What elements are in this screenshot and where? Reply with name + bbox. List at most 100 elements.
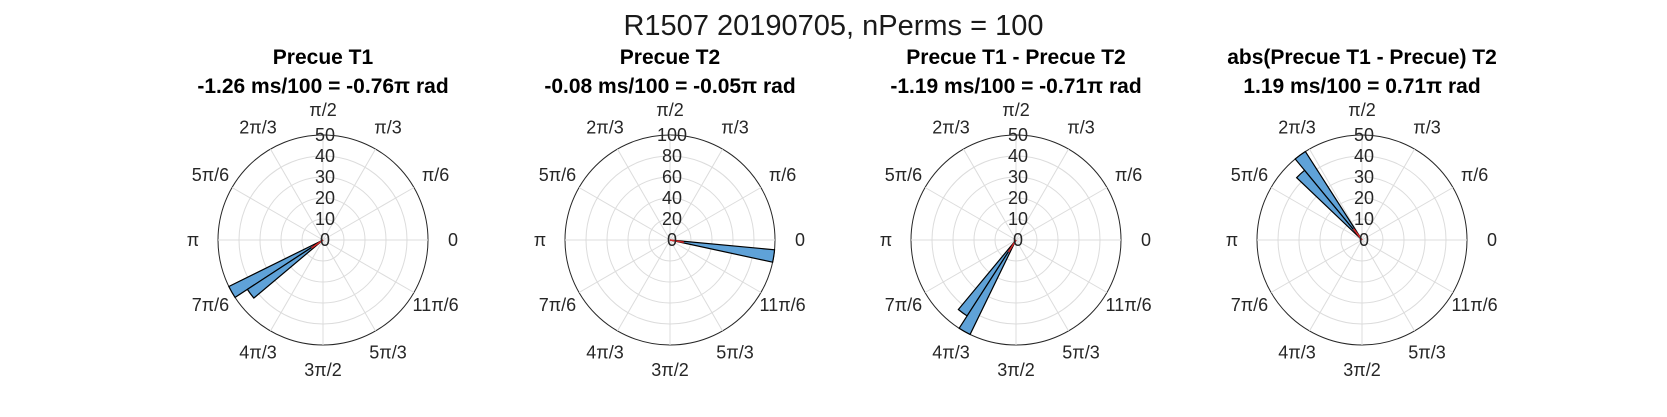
angle-tick-label: 2π/3 <box>239 117 276 137</box>
angle-tick-label: 5π/6 <box>539 165 576 185</box>
angle-tick-label: π/6 <box>1115 165 1142 185</box>
angular-grid-line <box>924 239 1017 293</box>
panel-subtitle: -1.19 ms/100 = -0.71π rad <box>890 75 1141 98</box>
angle-tick-label: 11π/6 <box>1452 295 1498 315</box>
angle-tick-label: 4π/3 <box>239 343 276 363</box>
angular-grid-line <box>1309 239 1363 332</box>
angular-grid-line <box>1015 239 1108 293</box>
angle-tick-label: 7π/6 <box>192 295 229 315</box>
angle-tick-label: 5π/3 <box>1408 343 1445 363</box>
angle-tick-label: 5π/3 <box>716 343 753 363</box>
angular-grid-line <box>617 148 671 241</box>
radial-tick-label: 50 <box>1354 125 1374 145</box>
radial-tick-label: 20 <box>1008 188 1028 208</box>
histogram-bar <box>1294 150 1363 241</box>
angle-tick-label: 5π/3 <box>369 343 406 363</box>
radial-tick-label: 50 <box>1008 125 1028 145</box>
angle-tick-label: π/3 <box>374 117 401 137</box>
angle-tick-label: π/2 <box>1348 100 1375 120</box>
radial-tick-label: 0 <box>1013 230 1023 250</box>
polar-panel-3: Precue T1 - Precue T2 -1.19 ms/100 = -0.7… <box>880 46 1152 380</box>
angle-tick-label: 7π/6 <box>1231 295 1268 315</box>
angle-tick-label: π <box>880 230 892 250</box>
angular-grid-line <box>578 239 671 293</box>
radial-tick-label: 40 <box>1008 146 1028 166</box>
angular-grid-line <box>1015 187 1108 241</box>
angular-grid-line <box>1309 148 1363 241</box>
radial-tick-label: 40 <box>1354 146 1374 166</box>
mean-direction-line <box>1007 239 1017 253</box>
angle-tick-label: 5π/3 <box>1062 343 1099 363</box>
histogram-bar <box>246 239 324 299</box>
angular-grid-line <box>270 148 324 241</box>
angular-grid-line <box>1015 148 1069 241</box>
histogram-bar <box>1295 169 1363 241</box>
angle-tick-label: 11π/6 <box>1106 295 1152 315</box>
radial-tick-label: 50 <box>315 125 335 145</box>
panel-subtitle: 1.19 ms/100 = 0.71π rad <box>1243 75 1480 98</box>
panel-title: abs(Precue T1 - Precue) T2 <box>1227 46 1497 69</box>
radial-tick-label: 80 <box>662 146 682 166</box>
angular-grid-line <box>669 239 723 332</box>
panel-title: Precue T1 <box>273 46 374 69</box>
angular-grid-line <box>924 187 1017 241</box>
angular-grid-line <box>1361 239 1415 332</box>
angle-tick-label: 4π/3 <box>1278 343 1315 363</box>
histogram-bar <box>957 239 1017 317</box>
angle-tick-label: 3π/2 <box>304 360 341 380</box>
polar-panel-2: Precue T2-0.08 ms/100 = -0.05π rad020406… <box>534 46 806 380</box>
angular-grid-line <box>963 148 1017 241</box>
angular-grid-line <box>1361 187 1454 241</box>
angular-grid-line <box>617 239 671 332</box>
angle-tick-label: 0 <box>448 230 458 250</box>
radial-tick-label: 100 <box>657 125 687 145</box>
angle-tick-label: 2π/3 <box>932 117 969 137</box>
angular-grid-line <box>322 239 415 293</box>
angle-tick-label: 0 <box>795 230 805 250</box>
radial-tick-label: 30 <box>315 167 335 187</box>
polar-panel-4: abs(Precue T1 - Precue) T2 1.19 ms/100 = … <box>1226 46 1498 380</box>
panel-title: Precue T1 - Precue T2 <box>906 46 1125 69</box>
radial-tick-label: 10 <box>1008 209 1028 229</box>
radial-tick-label: 0 <box>1359 230 1369 250</box>
radial-tick-label: 40 <box>662 188 682 208</box>
angle-tick-label: 3π/2 <box>1343 360 1380 380</box>
angle-tick-label: 0 <box>1487 230 1497 250</box>
radial-tick-label: 30 <box>1008 167 1028 187</box>
angular-grid-line <box>322 239 376 332</box>
angular-grid-line <box>322 148 376 241</box>
angular-grid-line <box>669 187 762 241</box>
angular-grid-line <box>1361 239 1454 293</box>
angle-tick-label: 2π/3 <box>586 117 623 137</box>
figure-title: R1507 20190705, nPerms = 100 <box>623 10 1044 42</box>
polar-panel-1: Precue T1-1.26 ms/100 = -0.76π rad010203… <box>187 46 459 380</box>
angle-tick-label: π <box>1226 230 1238 250</box>
angle-tick-label: π/6 <box>422 165 449 185</box>
angle-tick-label: π/3 <box>1413 117 1440 137</box>
angle-tick-label: 7π/6 <box>885 295 922 315</box>
mean-direction-line <box>311 239 324 249</box>
angular-grid-line <box>1361 148 1415 241</box>
radial-tick-label: 40 <box>315 146 335 166</box>
angular-grid-line <box>231 187 324 241</box>
angle-tick-label: 4π/3 <box>932 343 969 363</box>
radial-tick-label: 20 <box>315 188 335 208</box>
angular-grid-line <box>322 187 415 241</box>
angular-grid-line <box>270 239 324 332</box>
angle-tick-label: π/6 <box>1461 165 1488 185</box>
histogram-bar <box>958 239 1017 336</box>
angular-grid-line <box>1270 187 1363 241</box>
angle-tick-label: 3π/2 <box>651 360 688 380</box>
mean-direction-line <box>669 239 684 244</box>
histogram-bar <box>228 239 324 299</box>
angle-tick-label: 7π/6 <box>539 295 576 315</box>
angle-tick-label: π <box>534 230 546 250</box>
radial-tick-label: 20 <box>1354 188 1374 208</box>
radial-tick-label: 60 <box>662 167 682 187</box>
angle-tick-label: π/2 <box>656 100 683 120</box>
angle-tick-label: π <box>187 230 199 250</box>
angle-tick-label: π/6 <box>769 165 796 185</box>
angular-grid-line <box>1015 239 1069 332</box>
angle-tick-label: 3π/2 <box>997 360 1034 380</box>
